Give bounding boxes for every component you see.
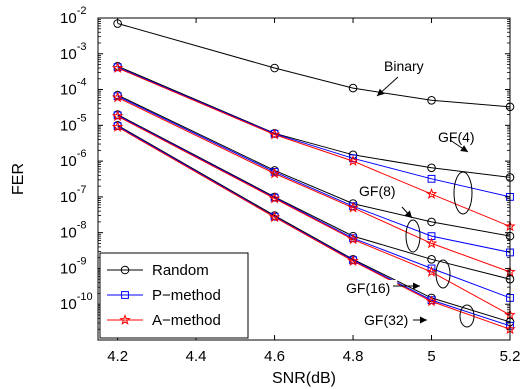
x-tick-label: 5	[427, 348, 435, 365]
legend-entry-random: Random	[107, 262, 209, 279]
x-tick-label: 4.8	[343, 348, 364, 365]
series-layer	[111, 19, 516, 335]
series-gf4-amethod	[111, 61, 516, 232]
annotation-gf16: GF(16)	[344, 259, 451, 297]
data-point	[427, 163, 436, 173]
plot-frame	[97, 17, 511, 341]
arrow-head	[460, 145, 468, 152]
data-point	[425, 295, 438, 307]
annotation-bg	[344, 280, 398, 297]
series-line	[117, 23, 511, 108]
legend: Random P−method A−method	[99, 252, 249, 339]
group-ellipse	[435, 259, 451, 289]
data-point	[425, 237, 438, 249]
arrow-head	[404, 210, 412, 218]
data-point	[347, 233, 359, 245]
data-point	[111, 91, 124, 103]
annotation-label: GF(16)	[346, 280, 390, 296]
y-tick-exponent: -9	[77, 255, 87, 267]
data-point	[425, 187, 438, 199]
series-line	[117, 114, 511, 299]
y-tick-exponent: -3	[77, 41, 87, 53]
series-line	[117, 124, 511, 323]
series-gf16-amethod	[111, 110, 516, 320]
group-ellipse	[459, 304, 475, 328]
data-point	[268, 128, 281, 140]
x-tick-label: 5.2	[500, 348, 521, 365]
data-point	[111, 110, 124, 122]
arrow-head	[377, 88, 385, 96]
series-line	[117, 95, 511, 253]
x-tick-label: 4.6	[264, 348, 285, 365]
group-ellipse	[405, 219, 421, 253]
arrow-head	[413, 282, 420, 290]
data-point	[111, 61, 124, 73]
y-tick-exponent: -10	[77, 291, 93, 303]
data-point	[427, 217, 436, 227]
series-line	[117, 66, 511, 198]
data-point	[348, 83, 358, 93]
data-point	[268, 211, 281, 223]
y-tick-exponent: -7	[77, 184, 87, 196]
legend-marker	[121, 291, 129, 299]
y-tick-exponent: -8	[77, 220, 87, 232]
series-line	[117, 126, 511, 330]
y-tick-exponent: -2	[77, 5, 87, 17]
data-point	[427, 96, 436, 105]
y-axis-label: FER	[10, 163, 27, 195]
data-point	[268, 192, 281, 204]
annotation-label: GF(4)	[438, 129, 475, 145]
series-line	[117, 97, 511, 273]
data-point	[347, 255, 359, 267]
data-point	[425, 265, 438, 277]
annotation-bg	[357, 183, 402, 200]
annotation-binary: Binary	[376, 58, 436, 97]
annotation-gf32: GF(32)	[362, 304, 475, 329]
y-tick-exponent: -4	[77, 77, 87, 89]
data-point	[349, 154, 357, 163]
y-tick-exponent: -5	[77, 112, 87, 124]
data-point	[347, 155, 359, 167]
series-line	[117, 67, 511, 227]
annotation-label: Binary	[384, 58, 424, 74]
annotation-bg	[362, 312, 416, 329]
data-point	[427, 174, 436, 183]
group-ellipse	[453, 171, 473, 215]
y-tick-exponent: -6	[77, 148, 87, 160]
legend-entry-pmethod: P−method	[107, 287, 221, 304]
legend-marker	[120, 265, 130, 275]
series-line	[117, 125, 511, 327]
annotation-bg	[382, 58, 436, 75]
series-line	[117, 115, 511, 316]
data-point	[270, 63, 279, 73]
series-gf8-amethod	[111, 91, 516, 277]
annotation-label: GF(32)	[364, 312, 408, 328]
legend-label: Random	[152, 262, 209, 279]
data-point	[268, 167, 281, 179]
legend-entry-amethod: A−method	[107, 312, 221, 329]
data-point	[347, 201, 359, 213]
legend-label: P−method	[152, 287, 221, 304]
annotation-bg	[436, 129, 481, 146]
legend-label: A−method	[152, 312, 221, 329]
annotation-gf8: GF(8)	[357, 183, 421, 253]
annotation-gf4: GF(4)	[436, 129, 481, 215]
data-point	[111, 120, 124, 132]
data-point	[427, 255, 436, 264]
arrow-head	[420, 316, 427, 324]
x-tick-label: 4.2	[107, 348, 128, 365]
x-axis-label: SNR(dB)	[272, 370, 336, 387]
x-tick-label: 4.4	[186, 348, 207, 365]
legend-marker	[119, 313, 131, 325]
annotation-label: GF(8)	[359, 183, 396, 199]
annotation-layer: Binary GF(4) GF(8) GF(16) GF(32)	[344, 58, 481, 329]
